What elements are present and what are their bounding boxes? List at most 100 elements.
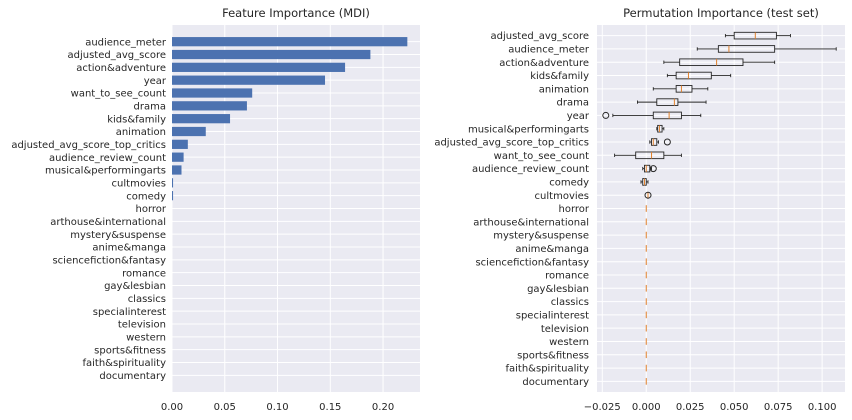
permutation-boxes	[602, 31, 837, 385]
mdi-y-tick-label: gay&lesbian	[104, 281, 166, 292]
iqr-box	[656, 98, 679, 106]
mdi-bar	[172, 49, 371, 60]
permutation-x-tick-label: 0.100	[808, 402, 837, 413]
permutation-y-tick-label: adjusted_avg_score_top_critics	[434, 138, 589, 149]
mdi-x-tick-label: 0.05	[214, 402, 236, 413]
mdi-bar	[172, 152, 184, 162]
mdi-x-tick-label: 0.20	[372, 402, 394, 413]
mdi-bar	[172, 191, 174, 201]
mdi-y-tick-label: western	[126, 332, 166, 343]
mdi-y-tick-label: sciencefiction&fantasy	[52, 255, 166, 266]
flier-point	[644, 191, 652, 199]
permutation-box	[656, 124, 665, 133]
mdi-y-tick-label: arthouse&international	[50, 217, 166, 228]
permutation-y-tick-label: animation	[539, 84, 589, 95]
mdi-y-tick-label: comedy	[126, 191, 166, 202]
mdi-y-tick-label: musical&performingarts	[45, 166, 166, 177]
permutation-y-tick-label: musical&performingarts	[468, 124, 589, 135]
mdi-x-tick-label: 0.15	[319, 402, 341, 413]
mdi-y-tick-label: faith&spirituality	[83, 358, 167, 369]
iqr-box	[652, 111, 682, 120]
permutation-y-tick-label: arthouse&international	[473, 217, 589, 228]
mdi-y-tick-label: television	[118, 320, 166, 331]
mdi-y-tick-label: cultmovies	[112, 178, 166, 189]
permutation-y-tick-label: sports&fitness	[517, 350, 589, 361]
mdi-bar	[172, 37, 408, 47]
permutation-box	[637, 98, 707, 106]
permutation-y-tick-label: anime&manga	[515, 244, 589, 255]
permutation-box	[663, 58, 776, 67]
mdi-y-tick-labels: audience_meter adjusted_avg_score action&a…	[11, 37, 167, 382]
permutation-y-tick-label: comedy	[549, 178, 589, 189]
mdi-x-tick-label: 0.10	[266, 402, 288, 413]
mdi-bar	[172, 126, 206, 137]
permutation-x-tick-label: 0.075	[764, 402, 793, 413]
mdi-y-tick-label: horror	[135, 204, 166, 215]
mdi-bar	[172, 62, 346, 72]
iqr-box	[679, 58, 744, 67]
permutation-y-tick-label: television	[541, 324, 589, 335]
mdi-title: Feature Importance (MDI)	[222, 6, 370, 20]
permutation-y-tick-label: action&adventure	[499, 58, 589, 69]
mdi-y-tick-label: anime&manga	[92, 243, 166, 254]
permutation-box	[642, 164, 657, 173]
permutation-x-tick-label: 0.025	[676, 402, 705, 413]
mdi-y-tick-label: sports&fitness	[94, 345, 166, 356]
mdi-y-tick-label: drama	[134, 101, 166, 112]
permutation-box	[602, 111, 702, 120]
mdi-y-tick-label: romance	[122, 268, 166, 279]
mdi-y-tick-label: animation	[116, 127, 166, 138]
flier-point	[663, 138, 671, 146]
permutation-y-tick-label: drama	[557, 98, 589, 109]
mdi-bar	[172, 114, 231, 124]
permutation-y-tick-label: faith&spirituality	[506, 364, 590, 375]
permutation-y-tick-label: want_to_see_count	[494, 151, 589, 162]
permutation-y-tick-label: sciencefiction&fantasy	[475, 257, 589, 268]
permutation-y-tick-label: horror	[558, 204, 589, 215]
permutation-y-tick-label: kids&family	[530, 71, 589, 82]
mdi-y-tick-label: mystery&suspense	[70, 230, 166, 241]
iqr-box	[675, 85, 693, 93]
mdi-bar	[172, 101, 247, 111]
permutation-box	[649, 138, 671, 146]
permutation-box	[666, 71, 732, 80]
permutation-box	[696, 45, 837, 53]
mdi-y-tick-label: specialinterest	[93, 307, 166, 318]
iqr-box	[675, 71, 712, 80]
permutation-y-tick-label: western	[549, 337, 589, 348]
permutation-panel: adjusted_avg_score audience_meter action&a…	[434, 6, 845, 413]
permutation-box	[614, 151, 682, 160]
mdi-y-tick-label: year	[144, 76, 167, 87]
permutation-y-tick-label: year	[567, 111, 590, 122]
iqr-box	[644, 164, 651, 173]
flier-point	[649, 165, 657, 173]
mdi-bar	[172, 139, 188, 149]
permutation-title: Permutation Importance (test set)	[623, 6, 819, 20]
mdi-y-tick-label: adjusted_avg_score	[68, 50, 167, 61]
mdi-panel: audience_meter adjusted_avg_score action&a…	[11, 6, 420, 413]
mdi-x-tick-label: 0.00	[161, 402, 183, 413]
permutation-box	[640, 178, 649, 186]
permutation-y-tick-label: classics	[551, 297, 589, 308]
permutation-x-tick-label: 0.050	[720, 402, 749, 413]
iqr-box	[717, 45, 776, 53]
permutation-y-tick-label: romance	[545, 271, 589, 282]
iqr-box	[635, 151, 665, 160]
iqr-box	[651, 138, 658, 146]
permutation-box	[724, 31, 791, 40]
permutation-y-tick-label: audience_meter	[508, 45, 590, 56]
mdi-y-tick-label: kids&family	[107, 114, 166, 125]
permutation-y-tick-label: specialinterest	[516, 310, 589, 321]
permutation-y-tick-label: documentary	[522, 377, 589, 388]
mdi-y-tick-label: want_to_see_count	[71, 89, 166, 100]
mdi-y-tick-label: classics	[128, 294, 166, 305]
permutation-x-tick-label: 0.000	[632, 402, 661, 413]
permutation-y-tick-label: adjusted_avg_score	[491, 31, 590, 42]
mdi-y-tick-label: audience_review_count	[49, 153, 166, 164]
mdi-bar	[172, 88, 253, 98]
mdi-y-tick-label: action&adventure	[76, 63, 166, 74]
permutation-box	[644, 191, 652, 199]
permutation-box	[652, 85, 709, 93]
mdi-bar	[172, 178, 174, 188]
mdi-y-tick-label: adjusted_avg_score_top_critics	[11, 140, 166, 151]
